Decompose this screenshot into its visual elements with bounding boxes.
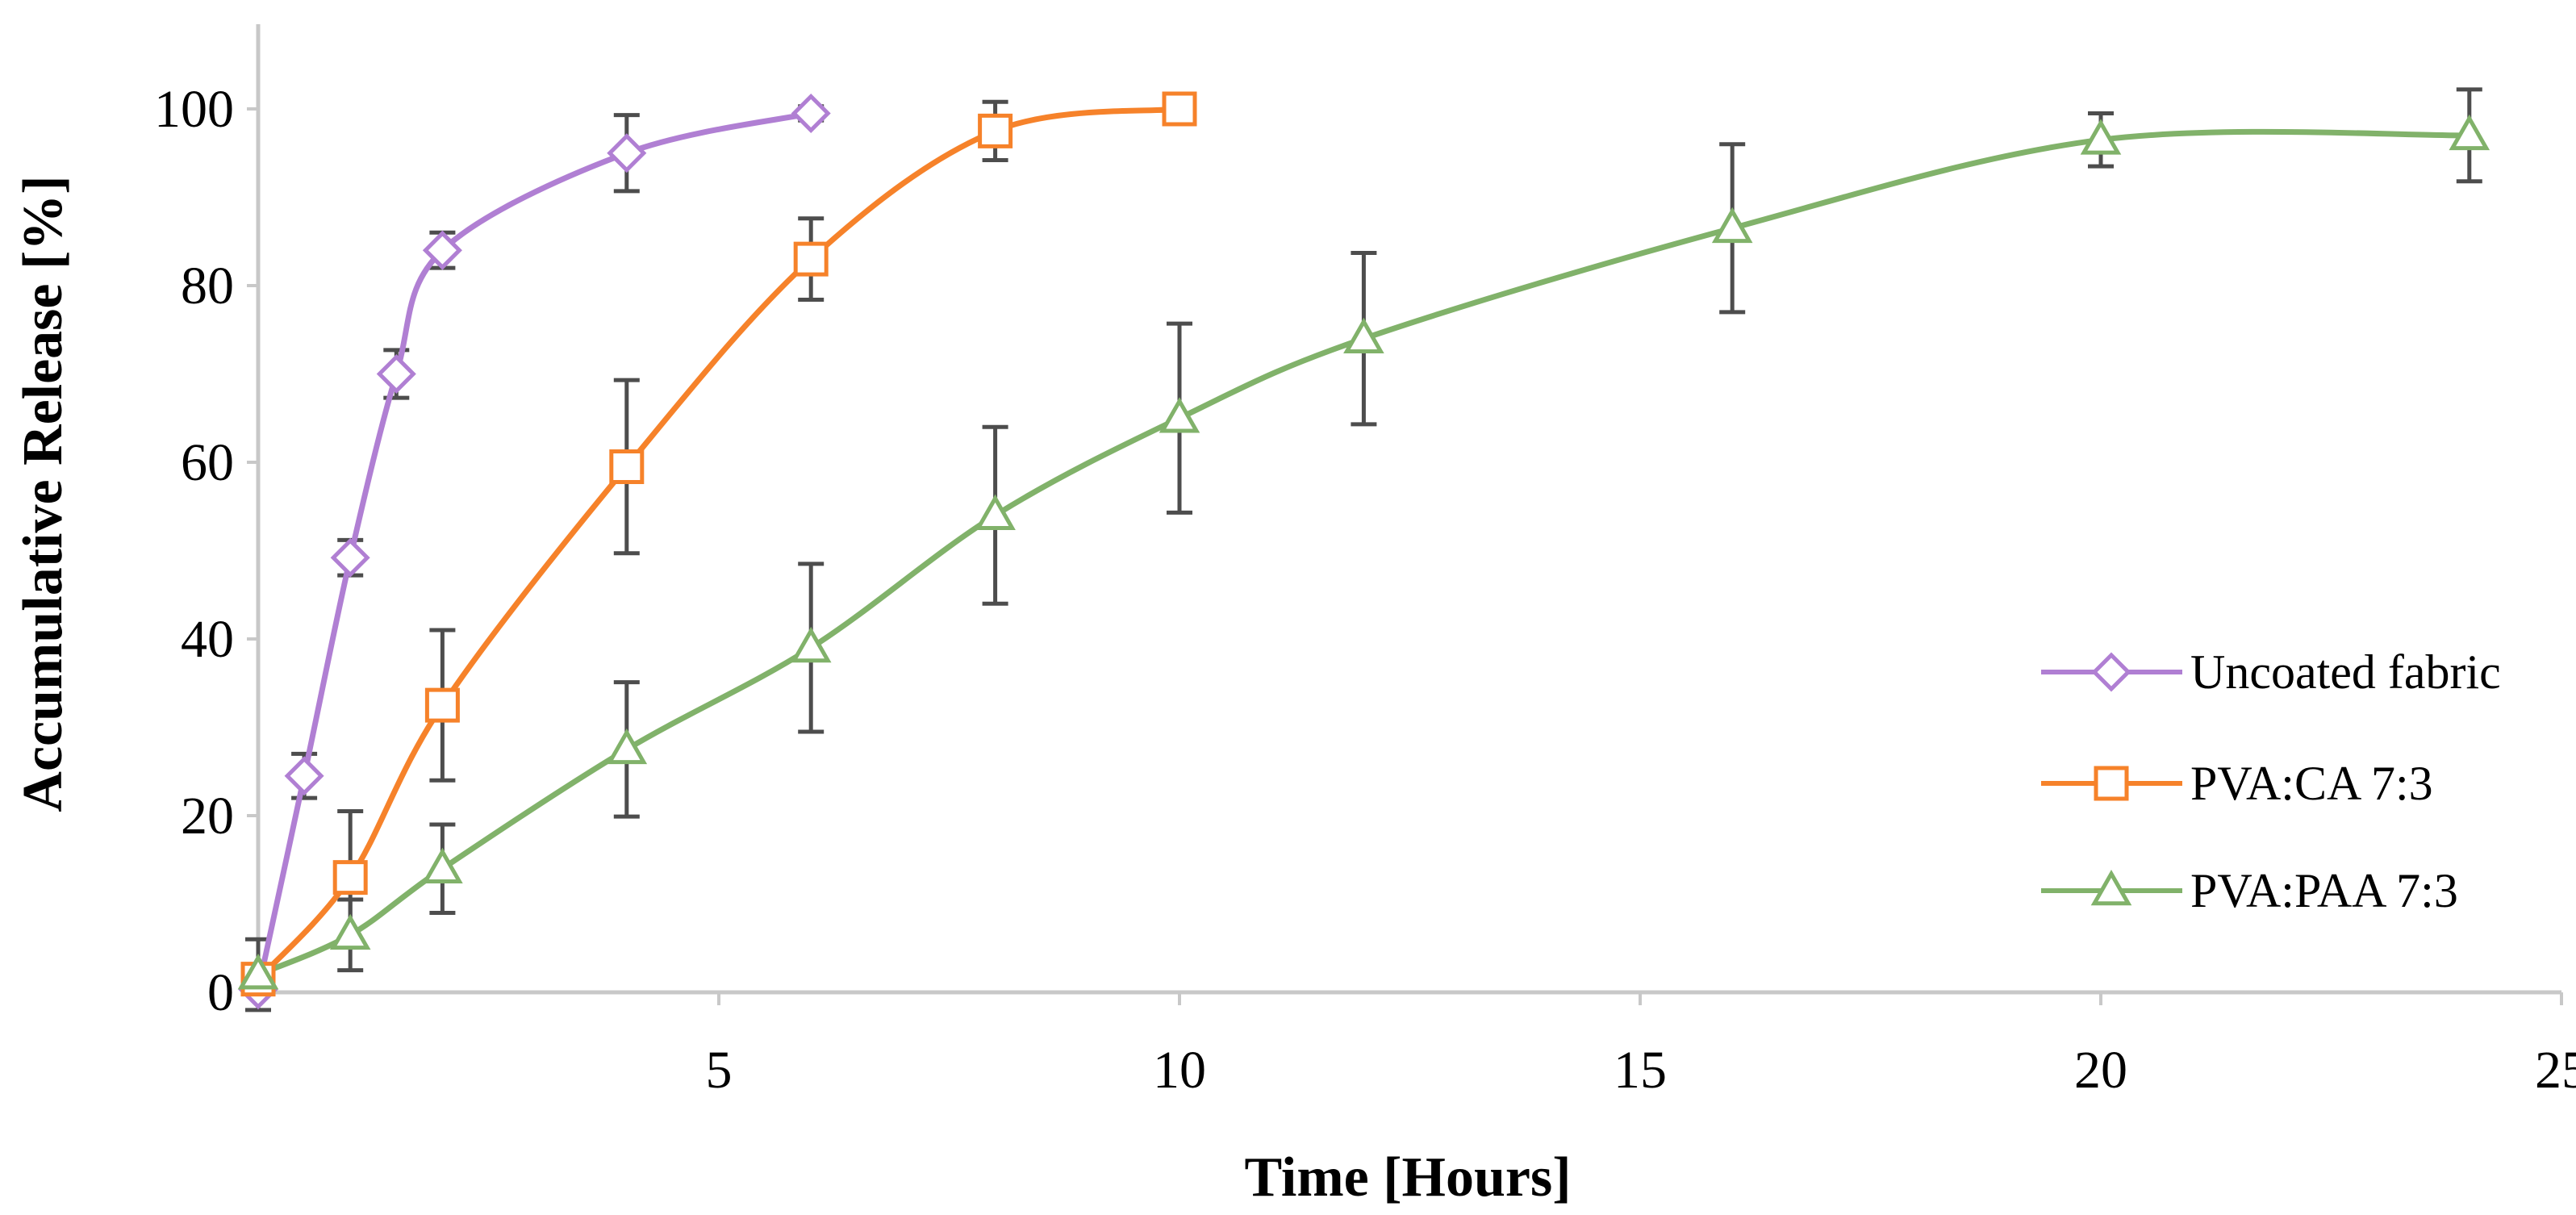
y-tick-label: 40 — [181, 610, 234, 669]
x-tick-label: 10 — [1153, 1041, 1206, 1100]
legend: Uncoated fabric PVA:CA 7:3 PVA:PAA 7:3 — [2041, 645, 2501, 917]
legend-marker-pva-ca — [2094, 766, 2129, 801]
data-point-pva-paa — [975, 494, 1016, 530]
data-point-pva-paa — [2449, 114, 2490, 151]
data-point-pva-ca — [424, 687, 460, 723]
data-point-pva-paa — [422, 847, 463, 883]
y-axis-title: Accumulative Release [%] — [12, 175, 74, 812]
series-lines — [255, 106, 2473, 993]
series-line-pva-ca — [255, 106, 1183, 983]
data-point-pva-paa — [1343, 317, 1384, 353]
data-point-pva-ca — [332, 860, 368, 896]
data-point-uncoated-fabric — [607, 133, 647, 173]
y-tick-label: 60 — [181, 433, 234, 492]
axes — [247, 24, 2563, 1005]
x-tick-label: 5 — [706, 1041, 733, 1100]
data-point-pva-ca — [609, 449, 645, 484]
data-point-pva-ca — [793, 241, 829, 277]
legend-item-pva-paa: PVA:PAA 7:3 — [2041, 864, 2458, 917]
data-point-pva-paa — [1711, 207, 1753, 244]
legend-label-pva-ca: PVA:CA 7:3 — [2190, 757, 2433, 810]
data-point-uncoated-fabric — [284, 756, 324, 796]
legend-label-uncoated-fabric: Uncoated fabric — [2190, 645, 2501, 699]
legend-label-pva-paa: PVA:PAA 7:3 — [2190, 864, 2458, 917]
data-point-pva-paa — [790, 626, 832, 663]
x-tick-label: 25 — [2535, 1041, 2576, 1100]
data-point-pva-ca — [1162, 91, 1197, 127]
x-axis-title: Time [Hours] — [1244, 1146, 1571, 1209]
data-point-uncoated-fabric — [376, 353, 416, 395]
legend-marker-uncoated-fabric — [2091, 652, 2131, 692]
data-point-pva-paa — [606, 728, 648, 765]
data-point-pva-paa — [237, 954, 279, 990]
y-tick-label: 20 — [181, 787, 234, 845]
x-tick-label: 15 — [1614, 1041, 1667, 1100]
data-point-pva-paa — [2080, 119, 2122, 155]
data-point-pva-paa — [329, 913, 371, 950]
error-bars — [245, 87, 2482, 1012]
y-tick-label: 80 — [181, 257, 234, 315]
series-markers — [237, 91, 2490, 1010]
y-tick-label: 100 — [154, 80, 234, 139]
legend-item-uncoated-fabric: Uncoated fabric — [2041, 645, 2501, 699]
tick-labels: 0 20 40 60 80 100 5 10 15 20 25 — [154, 80, 2576, 1100]
data-point-pva-ca — [978, 113, 1013, 148]
data-point-uncoated-fabric — [791, 93, 831, 134]
legend-marker-pva-paa — [2090, 869, 2132, 906]
data-point-uncoated-fabric — [330, 537, 370, 578]
series-line-pva-paa — [255, 128, 2473, 978]
x-tick-label: 20 — [2074, 1041, 2127, 1100]
data-point-pva-paa — [1159, 397, 1200, 433]
y-tick-label: 0 — [207, 963, 234, 1022]
data-point-uncoated-fabric — [422, 230, 462, 270]
legend-item-pva-ca: PVA:CA 7:3 — [2041, 757, 2433, 810]
